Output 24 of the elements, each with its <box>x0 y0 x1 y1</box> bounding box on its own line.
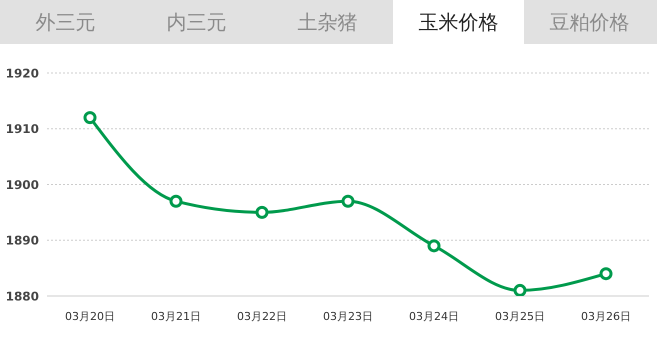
text: 豆粕价格 <box>548 9 630 36</box>
text: 玉米价格 <box>393 0 524 44</box>
point <box>514 284 526 296</box>
x-tick-label: 03月25日 <box>495 310 545 323</box>
y-tick-label: 1920 <box>6 66 39 80</box>
x-tick-label: 03月26日 <box>581 310 631 323</box>
point <box>84 111 96 124</box>
point <box>256 206 268 219</box>
point <box>428 239 440 252</box>
x-tick-label: 03月21日 <box>151 310 201 323</box>
text: 土杂猪 <box>296 9 358 36</box>
point <box>600 267 612 280</box>
x-tick-label: 03月24日 <box>409 310 459 323</box>
text: 内三元 <box>166 9 228 36</box>
point <box>342 194 354 208</box>
point <box>170 194 182 208</box>
x-tick-label: 03月23日 <box>323 310 373 323</box>
y-tick-label: 1910 <box>6 122 39 136</box>
x-tick-label: 03月22日 <box>237 310 287 323</box>
text: 外三元 <box>34 9 96 36</box>
y-tick-label: 1900 <box>6 178 39 192</box>
y-tick-label: 1890 <box>6 234 39 248</box>
x-tick-label: 03月20日 <box>65 310 115 323</box>
y-tick-label: 1880 <box>6 289 39 304</box>
